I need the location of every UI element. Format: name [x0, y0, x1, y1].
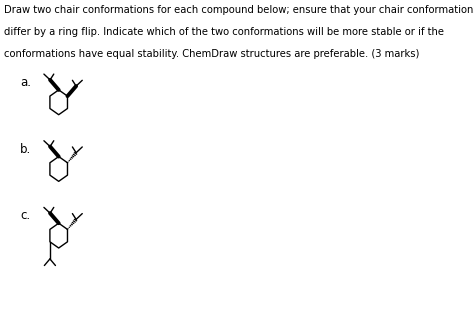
Text: differ by a ring flip. Indicate which of the two conformations will be more stab: differ by a ring flip. Indicate which of…	[4, 27, 444, 37]
Text: Draw two chair conformations for each compound below; ensure that your chair con: Draw two chair conformations for each co…	[4, 5, 474, 15]
Text: a.: a.	[20, 76, 31, 89]
Text: c.: c.	[20, 209, 30, 222]
Text: conformations have equal stability. ChemDraw structures are preferable. (3 marks: conformations have equal stability. Chem…	[4, 49, 419, 59]
Text: b.: b.	[20, 143, 31, 156]
